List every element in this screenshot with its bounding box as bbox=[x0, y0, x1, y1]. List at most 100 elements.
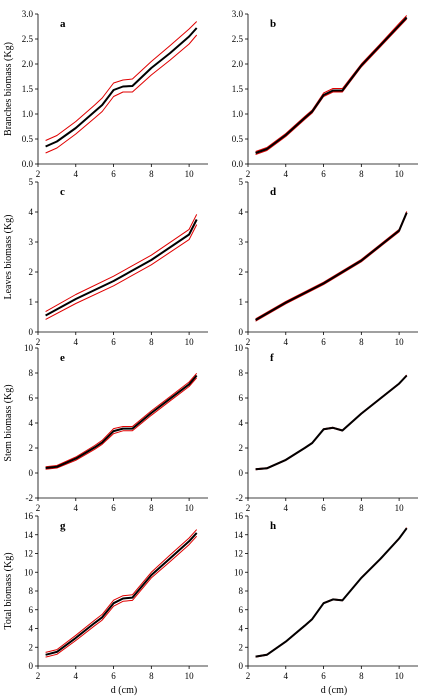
x-tick-label: 8 bbox=[359, 503, 364, 513]
y-axis-label: Branches biomass (Kg) bbox=[3, 42, 14, 136]
y-tick-label: 12 bbox=[24, 549, 33, 559]
series-line-upper bbox=[255, 527, 408, 657]
y-tick-label: 1.0 bbox=[22, 109, 34, 119]
x-tick-label: 6 bbox=[111, 169, 116, 179]
y-tick-label: 2.5 bbox=[232, 34, 244, 44]
y-tick-label: 3 bbox=[239, 237, 244, 247]
x-tick-label: 2 bbox=[36, 337, 41, 347]
x-tick-label: 6 bbox=[111, 671, 116, 681]
y-tick-label: 14 bbox=[234, 530, 244, 540]
y-tick-label: 10 bbox=[234, 567, 244, 577]
y-tick-label: 2 bbox=[239, 642, 244, 652]
series-line-lower bbox=[255, 528, 408, 658]
x-tick-label: 10 bbox=[185, 169, 195, 179]
y-tick-label: 16 bbox=[24, 511, 34, 521]
panel-label: f bbox=[270, 352, 274, 364]
series-line-mean bbox=[255, 527, 408, 658]
y-tick-label: 0.5 bbox=[22, 134, 34, 144]
y-tick-label: -2 bbox=[236, 493, 244, 503]
series-line-upper bbox=[255, 211, 408, 320]
y-axis-label: Stem biomass (Kg) bbox=[3, 384, 14, 461]
x-tick-label: 6 bbox=[321, 671, 326, 681]
series-line-upper bbox=[45, 21, 198, 141]
series-line-lower bbox=[255, 18, 408, 155]
x-tick-label: 10 bbox=[395, 169, 405, 179]
x-tick-label: 8 bbox=[359, 169, 364, 179]
x-tick-label: 2 bbox=[246, 337, 251, 347]
x-tick-label: 4 bbox=[284, 169, 289, 179]
x-tick-label: 2 bbox=[246, 671, 251, 681]
y-tick-label: 0.0 bbox=[22, 159, 34, 169]
x-tick-label: 8 bbox=[359, 671, 364, 681]
x-tick-label: 10 bbox=[185, 503, 195, 513]
y-tick-label: 14 bbox=[24, 530, 34, 540]
series-line-lower bbox=[255, 213, 408, 322]
x-tick-label: 10 bbox=[185, 337, 195, 347]
y-tick-label: 5 bbox=[239, 177, 244, 187]
y-tick-label: 6 bbox=[239, 605, 244, 615]
y-tick-label: 8 bbox=[29, 586, 34, 596]
x-tick-label: 8 bbox=[149, 671, 154, 681]
x-axis-label-right: d (cm) bbox=[321, 685, 347, 696]
panel-label: g bbox=[60, 520, 66, 532]
panel-label: h bbox=[270, 520, 276, 532]
x-tick-label: 2 bbox=[36, 503, 41, 513]
y-tick-label: 0 bbox=[29, 327, 34, 337]
series-line-mean bbox=[45, 219, 198, 317]
y-tick-label: 4 bbox=[239, 624, 244, 634]
y-tick-label: 6 bbox=[29, 393, 34, 403]
y-tick-label: 2 bbox=[239, 443, 244, 453]
x-tick-label: 6 bbox=[321, 337, 326, 347]
series-line-mean bbox=[255, 212, 408, 321]
x-tick-label: 6 bbox=[321, 503, 326, 513]
panel-c: 0 1 2 3 4 5 2 4 6 8 10 c Leaves biomass (Kg) bbox=[3, 177, 208, 347]
y-tick-label: 2 bbox=[239, 267, 244, 277]
y-tick-label: 0 bbox=[239, 468, 244, 478]
y-tick-label: 0.0 bbox=[232, 159, 244, 169]
series-line-upper bbox=[45, 372, 198, 468]
y-tick-label: 2.0 bbox=[232, 59, 244, 69]
x-tick-label: 4 bbox=[284, 503, 289, 513]
y-tick-label: 3.0 bbox=[22, 9, 34, 19]
x-tick-label: 4 bbox=[284, 337, 289, 347]
series-line-upper bbox=[45, 214, 198, 313]
panel-label: e bbox=[60, 352, 65, 364]
panel-b: 0.0 0.5 1.0 1.5 2.0 2.5 3.0 2 4 6 8 10 b bbox=[232, 9, 418, 179]
x-tick-label: 8 bbox=[359, 337, 364, 347]
y-tick-label: 10 bbox=[24, 567, 34, 577]
series-line-upper bbox=[255, 374, 408, 470]
y-tick-label: 1 bbox=[239, 297, 244, 307]
series-line-lower bbox=[45, 224, 198, 320]
y-tick-label: 2 bbox=[29, 267, 34, 277]
y-tick-label: 2.5 bbox=[22, 34, 34, 44]
x-tick-label: 4 bbox=[74, 503, 79, 513]
x-tick-label: 4 bbox=[74, 337, 79, 347]
panel-d: 0 1 2 3 4 5 2 4 6 8 10 d bbox=[239, 177, 418, 347]
series-line-mean bbox=[45, 374, 198, 469]
y-tick-label: 10 bbox=[234, 343, 244, 353]
y-tick-label: 4 bbox=[239, 418, 244, 428]
y-tick-label: 4 bbox=[29, 418, 34, 428]
y-tick-label: 0 bbox=[239, 661, 244, 671]
x-tick-label: 2 bbox=[246, 503, 251, 513]
y-tick-label: 1.5 bbox=[22, 84, 34, 94]
y-tick-label: 1.5 bbox=[232, 84, 244, 94]
series-line-lower bbox=[255, 375, 408, 471]
y-tick-label: 0 bbox=[29, 661, 34, 671]
y-tick-label: 3.0 bbox=[232, 9, 244, 19]
y-tick-label: -2 bbox=[26, 493, 34, 503]
series-line-lower bbox=[45, 535, 198, 658]
x-tick-label: 8 bbox=[149, 337, 154, 347]
x-tick-label: 10 bbox=[395, 337, 405, 347]
x-tick-label: 6 bbox=[111, 503, 116, 513]
y-tick-label: 8 bbox=[239, 368, 244, 378]
y-tick-label: 16 bbox=[234, 511, 244, 521]
x-tick-label: 4 bbox=[74, 671, 79, 681]
x-tick-label: 8 bbox=[149, 503, 154, 513]
y-tick-label: 0 bbox=[29, 468, 34, 478]
x-tick-label: 10 bbox=[395, 671, 405, 681]
series-line-mean bbox=[255, 16, 408, 154]
